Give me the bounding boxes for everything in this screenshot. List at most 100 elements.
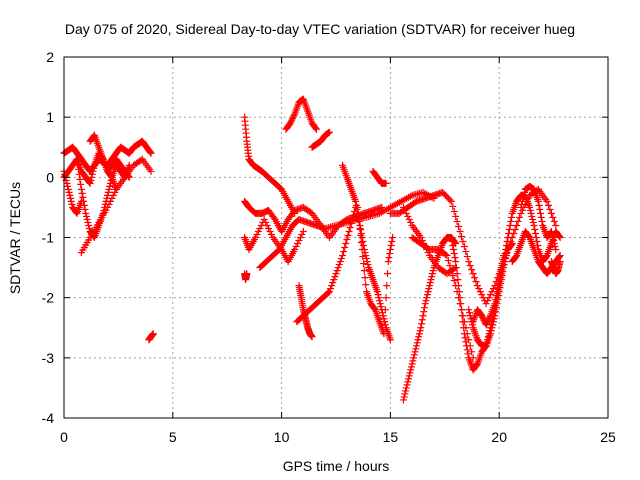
data-point <box>404 378 412 386</box>
data-point <box>403 381 411 389</box>
data-point <box>452 258 460 266</box>
data-point <box>462 248 470 256</box>
data-point <box>402 209 410 217</box>
data-point <box>77 180 85 188</box>
data-point <box>528 212 536 220</box>
data-point <box>447 267 455 275</box>
data-point <box>359 253 367 261</box>
series-arc6 <box>86 131 120 193</box>
data-point <box>545 201 553 209</box>
data-point <box>417 324 425 332</box>
data-marks <box>60 95 564 404</box>
data-point <box>497 268 505 276</box>
data-point <box>404 212 412 220</box>
data-point <box>349 211 357 219</box>
data-point <box>429 267 437 275</box>
y-tick-labels: -4 -3 -2 -1 0 1 2 <box>42 49 55 426</box>
data-point <box>270 214 278 222</box>
data-point <box>457 300 465 308</box>
data-point <box>472 278 480 286</box>
data-point <box>370 305 378 313</box>
data-point <box>489 321 497 329</box>
data-point <box>505 229 513 237</box>
series-arc16 <box>293 203 360 326</box>
data-point <box>427 276 435 284</box>
data-point <box>265 224 273 232</box>
data-point <box>295 237 303 245</box>
data-point <box>260 215 268 223</box>
data-point <box>547 209 555 217</box>
data-point <box>386 250 394 258</box>
data-point <box>514 217 522 225</box>
data-point <box>104 188 112 196</box>
data-point <box>108 194 116 202</box>
data-point <box>513 221 521 229</box>
grid <box>64 57 608 418</box>
data-point <box>488 324 496 332</box>
data-point <box>476 288 484 296</box>
data-point <box>415 333 423 341</box>
data-point <box>452 212 460 220</box>
data-point <box>428 273 436 281</box>
data-point <box>489 285 497 293</box>
series-arc14 <box>308 128 333 151</box>
data-point <box>453 217 461 225</box>
data-point <box>468 348 476 356</box>
data-point <box>418 320 426 328</box>
data-point <box>327 285 335 293</box>
data-point <box>336 258 344 266</box>
data-point <box>64 182 72 190</box>
data-point <box>360 267 368 275</box>
data-point <box>521 188 529 196</box>
data-point <box>556 258 564 266</box>
data-point <box>518 197 526 205</box>
data-point <box>325 128 333 136</box>
data-point <box>463 346 471 354</box>
data-point <box>536 205 544 213</box>
data-point <box>375 294 383 302</box>
data-point <box>256 224 264 232</box>
data-point <box>343 236 351 244</box>
data-point <box>405 375 413 383</box>
data-point <box>487 327 495 335</box>
data-point <box>374 291 382 299</box>
data-point <box>461 334 469 342</box>
data-point <box>485 315 493 323</box>
data-point <box>484 316 492 324</box>
data-point <box>354 203 362 211</box>
y-tick-label: 2 <box>46 49 54 65</box>
data-point <box>455 282 463 290</box>
data-point <box>328 282 336 290</box>
data-point <box>519 194 527 202</box>
data-point <box>329 279 337 287</box>
data-point <box>66 191 74 199</box>
data-point <box>289 113 297 121</box>
data-point <box>339 252 347 260</box>
data-point <box>468 266 476 274</box>
data-point <box>479 313 487 321</box>
data-point <box>410 351 418 359</box>
data-point <box>80 197 88 205</box>
data-point <box>357 231 365 239</box>
series-arc5 <box>77 155 155 257</box>
data-point <box>348 215 356 223</box>
data-point <box>75 165 83 173</box>
data-point <box>411 348 419 356</box>
data-point <box>458 312 466 320</box>
data-point <box>482 300 490 308</box>
data-point <box>478 312 486 320</box>
data-point <box>254 227 262 235</box>
data-point <box>459 318 467 326</box>
data-point <box>556 234 564 241</box>
data-point <box>465 309 473 317</box>
data-point <box>337 255 345 263</box>
data-point <box>341 244 349 252</box>
data-point <box>386 336 394 344</box>
data-point <box>424 288 432 296</box>
data-point <box>500 252 508 260</box>
series-arc8 <box>241 113 299 217</box>
data-point <box>409 357 417 365</box>
x-axis-label: GPS time / hours <box>283 458 390 474</box>
data-point <box>518 206 526 214</box>
x-tick-label: 5 <box>169 429 177 445</box>
